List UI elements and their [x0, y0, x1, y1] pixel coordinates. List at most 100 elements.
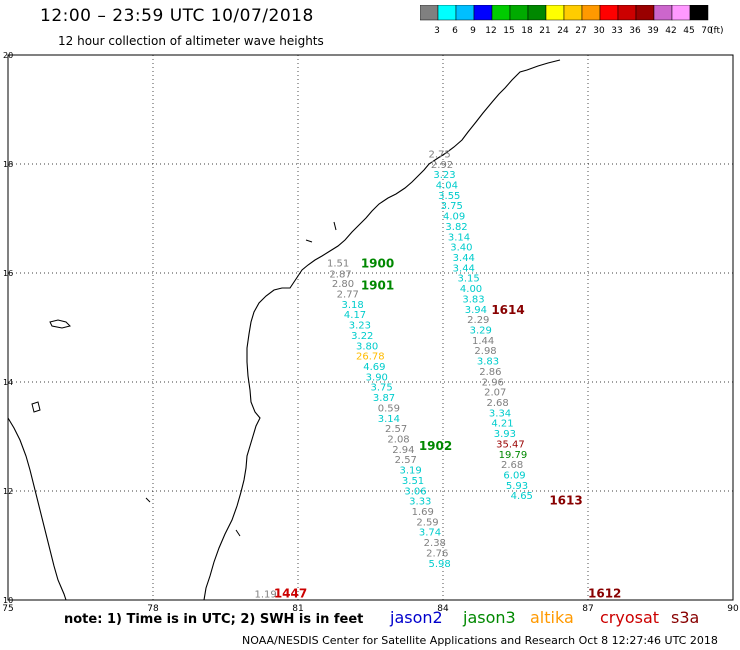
wave-height-value: 2.57: [385, 424, 407, 435]
wave-height-value: 1.69: [412, 507, 434, 518]
scale-label: 45: [683, 26, 694, 36]
x-tick-label: 87: [582, 604, 593, 614]
wave-height-value: 3.80: [356, 341, 378, 352]
wave-height-value: 3.51: [402, 476, 424, 487]
wave-height-value: 2.07: [484, 388, 506, 399]
wave-height-value: 1.51: [327, 258, 349, 269]
scale-label: 42: [665, 26, 676, 36]
island-small-6: [235, 529, 241, 537]
wave-height-value: 2.92: [431, 160, 453, 171]
wave-height-value: 4.69: [363, 362, 385, 373]
wave-height-value: 5.98: [429, 559, 451, 570]
wave-height-value: 1.44: [472, 336, 494, 347]
pass-labels: 1900 1901 1614 1902 1613 1447 1612: [274, 257, 622, 601]
wave-height-value: 3.19: [400, 466, 422, 477]
wave-height-value: 3.14: [378, 414, 400, 425]
pass-number: 1900: [361, 257, 394, 271]
wave-height-value: 3.94: [465, 305, 487, 316]
wave-height-value: 3.44: [453, 253, 475, 264]
scale-label: 6: [452, 26, 458, 36]
scale-label: 24: [557, 26, 569, 36]
wave-height-value: 2.87: [329, 269, 351, 280]
legend-note: note: 1) Time is in UTC; 2) SWH is in fe…: [64, 612, 364, 627]
wave-height-value: 3.29: [470, 325, 492, 336]
scale-label: 12: [485, 26, 496, 36]
scale-label: 36: [629, 26, 641, 36]
island-small-4: [305, 239, 313, 243]
scale-label: 18: [521, 26, 533, 36]
wave-height-value: 3.74: [419, 528, 441, 539]
wave-height-value: 3.22: [351, 331, 373, 342]
wave-height-value: 1.19: [255, 589, 277, 600]
wave-height-value: 3.14: [448, 232, 470, 243]
wave-height-value: 2.59: [416, 517, 438, 528]
scale-label: 15: [503, 26, 514, 36]
wave-height-value: 2.75: [429, 149, 451, 160]
scale-label: 21: [539, 26, 550, 36]
x-tick-label: 81: [292, 604, 303, 614]
wave-height-value: 0.59: [378, 403, 400, 414]
y-tick-label: 18: [3, 160, 13, 169]
wave-height-value: 2.77: [337, 290, 359, 301]
wave-height-value: 4.21: [491, 419, 513, 430]
wave-height-value: 3.75: [441, 201, 463, 212]
wave-height-value: 3.55: [438, 191, 460, 202]
scale-label: 27: [575, 26, 586, 36]
wave-height-value: 2.29: [467, 315, 489, 326]
wave-height-value: 3.83: [477, 357, 499, 368]
wave-height-value: 3.40: [450, 243, 472, 254]
west-coastline: [7, 417, 67, 601]
wave-height-value: 3.83: [462, 294, 484, 305]
scale-label: 33: [611, 26, 622, 36]
wave-height-value: 2.98: [474, 346, 496, 357]
wave-height-value: 4.04: [436, 181, 458, 192]
y-tick-label: 10: [3, 596, 13, 605]
island-small-2: [31, 401, 41, 413]
wave-height-value: 3.33: [409, 497, 431, 508]
x-tick-label: 78: [147, 604, 159, 614]
wave-height-value: 2.57: [395, 455, 417, 466]
wave-height-value: 3.44: [453, 263, 475, 274]
island-small-3: [333, 221, 337, 231]
map-title: 12:00 – 23:59 UTC 10/07/2018: [40, 6, 314, 26]
wave-height-value: 2.68: [501, 460, 523, 471]
altimeter-tracks: 1.512.872.802.773.184.173.233.223.8026.7…: [255, 149, 533, 600]
y-tick-label: 20: [3, 51, 13, 60]
color-scale: 3 6 9 12 15 18 21 24 27 30 33 36 39 42 45 70(ft): [420, 5, 724, 36]
map-frame: [7, 54, 734, 601]
wave-height-value: 3.34: [489, 408, 511, 419]
scale-label: 39: [647, 26, 659, 36]
satellite-s3a: s3a: [671, 608, 700, 627]
pass-number: 1614: [491, 303, 524, 317]
satellite-cryosat: cryosat: [600, 608, 660, 627]
wave-height-value: 2.94: [392, 445, 414, 456]
island-small-5: [145, 497, 151, 503]
scale-unit: (ft): [710, 26, 724, 36]
wave-height-value: 2.68: [487, 398, 509, 409]
wave-height-value: 35.47: [496, 439, 525, 450]
wave-height-value: 2.76: [426, 548, 448, 559]
wave-height-value: 3.90: [366, 372, 388, 383]
wave-height-value: 19.79: [499, 450, 528, 461]
x-tick-label: 90: [727, 604, 739, 614]
y-tick-label: 12: [3, 487, 13, 496]
wave-height-value: 3.93: [494, 429, 516, 440]
satellite-jason2: jason2: [390, 608, 443, 627]
wave-height-value: 3.15: [458, 274, 480, 285]
scale-label: 30: [593, 26, 605, 36]
wave-height-value: 4.17: [344, 310, 366, 321]
wave-height-value: 2.96: [482, 377, 504, 388]
wave-height-value: 3.23: [349, 321, 371, 332]
wave-height-value: 6.09: [503, 470, 525, 481]
wave-height-value: 2.38: [424, 538, 446, 549]
wave-height-value: 5.93: [506, 481, 528, 492]
credit-footer: NOAA/NESDIS Center for Satellite Applica…: [242, 634, 718, 647]
scale-label: 3: [434, 26, 440, 36]
wave-height-value: 26.78: [356, 352, 385, 363]
wave-height-value: 3.23: [433, 170, 455, 181]
pass-number: 1612: [588, 586, 621, 600]
wave-height-value: 3.75: [371, 383, 393, 394]
wave-height-value: 3.06: [404, 486, 426, 497]
